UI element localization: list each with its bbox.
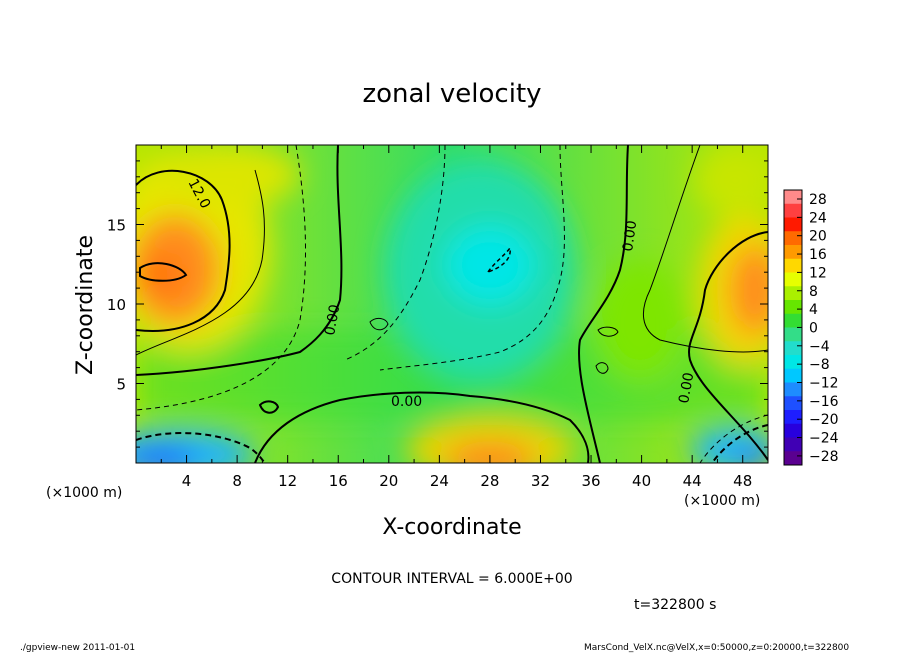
colorbar-band bbox=[784, 258, 802, 273]
colorbar-band bbox=[784, 368, 802, 383]
colorbar-band bbox=[784, 410, 802, 425]
colorbar bbox=[783, 189, 803, 466]
colorbar-tick-label: 8 bbox=[809, 284, 818, 300]
footer-right: MarsCond_VelX.nc@VelX,x=0:50000,z=0:2000… bbox=[584, 643, 849, 653]
x-tick-label: 40 bbox=[632, 472, 651, 490]
x-tick-label: 12 bbox=[278, 472, 297, 490]
colorbar-band bbox=[784, 272, 802, 287]
colorbar-band bbox=[784, 355, 802, 370]
colorbar-tick-label: −24 bbox=[809, 431, 839, 447]
x-tick-label: 16 bbox=[329, 472, 348, 490]
x-tick-label: 36 bbox=[581, 472, 600, 490]
y-axis-label: Z-coordinate bbox=[73, 235, 98, 375]
colorbar-tick-label: −4 bbox=[809, 339, 830, 355]
x-axis-label: X-coordinate bbox=[382, 515, 521, 540]
colorbar-tick-label: 4 bbox=[809, 302, 818, 318]
colorbar-band bbox=[784, 396, 802, 411]
colorbar-tick-label: −16 bbox=[809, 394, 839, 410]
colorbar-tick-label: −20 bbox=[809, 412, 839, 428]
contour-label: 0.00 bbox=[322, 303, 343, 336]
colorbar-band bbox=[784, 231, 802, 246]
colorbar-band bbox=[784, 190, 802, 205]
colorbar-band bbox=[784, 217, 802, 232]
contour-lines bbox=[136, 145, 768, 463]
y-tick-label: 10 bbox=[107, 296, 126, 314]
x-axis-ticks: 4 8 12 16 20 24 28 32 36 40 44 48 bbox=[135, 145, 769, 490]
contour-interval-text: CONTOUR INTERVAL = 6.000E+00 bbox=[331, 571, 572, 587]
colorbar-tick-label: −8 bbox=[809, 357, 830, 373]
contour-label: 0.00 bbox=[391, 394, 422, 410]
y-tick-label: 15 bbox=[107, 217, 126, 235]
x-tick-label: 8 bbox=[232, 472, 242, 490]
colorbar-tick-label: −28 bbox=[809, 449, 839, 465]
x-tick-label: 24 bbox=[430, 472, 449, 490]
y-axis-ticks: 5 10 15 bbox=[107, 160, 768, 448]
colorbar-band bbox=[784, 300, 802, 315]
x-tick-label: 28 bbox=[480, 472, 499, 490]
colorbar-tick-label: 12 bbox=[809, 265, 827, 281]
colorbar-band bbox=[784, 313, 802, 328]
x-tick-label: 48 bbox=[733, 472, 752, 490]
colorbar-band bbox=[784, 203, 802, 218]
x-tick-label: 20 bbox=[379, 472, 398, 490]
colorbar-band bbox=[784, 286, 802, 301]
y-tick-label: 5 bbox=[116, 376, 126, 394]
colorbar-tick-label: 0 bbox=[809, 320, 818, 336]
x-axis-unit-right: (×1000 m) bbox=[684, 493, 760, 509]
colorbar-tick-label: 28 bbox=[809, 192, 827, 208]
x-tick-label: 32 bbox=[531, 472, 550, 490]
colorbar-band bbox=[784, 327, 802, 342]
colorbar-ticks: 28 24 20 16 12 8 4 0 −4 −8 −12 −16 −20 −24 −28 bbox=[797, 192, 839, 465]
x-tick-label: 4 bbox=[182, 472, 192, 490]
colorbar-band bbox=[784, 382, 802, 397]
colorbar-band bbox=[784, 341, 802, 356]
x-tick-label: 44 bbox=[683, 472, 702, 490]
colorbar-band bbox=[784, 437, 802, 452]
time-text: t=322800 s bbox=[634, 597, 716, 613]
contour-label: 0.00 bbox=[676, 371, 697, 404]
contour-label: 0.00 bbox=[620, 219, 640, 252]
colorbar-tick-label: 16 bbox=[809, 247, 827, 263]
colorbar-band bbox=[784, 451, 802, 466]
colorbar-band bbox=[784, 423, 802, 438]
footer-left: ./gpview-new 2011-01-01 bbox=[20, 643, 135, 653]
plot-area: 12.0 0.00 0.00 0.00 0.00 bbox=[135, 144, 769, 464]
colorbar-tick-label: 20 bbox=[809, 229, 827, 245]
colorbar-tick-label: −12 bbox=[809, 376, 839, 392]
colorbar-band bbox=[784, 245, 802, 260]
heatmap-field bbox=[136, 145, 768, 463]
colorbar-tick-label: 24 bbox=[809, 210, 827, 226]
chart-title: zonal velocity bbox=[362, 79, 541, 109]
x-axis-unit-left: (×1000 m) bbox=[46, 485, 122, 501]
